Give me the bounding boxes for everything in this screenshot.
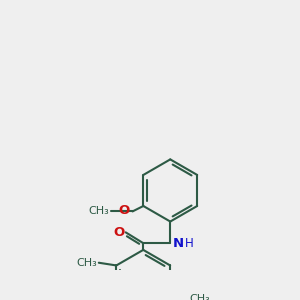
Text: N: N [173,237,184,250]
Text: H: H [185,237,194,250]
Text: CH₃: CH₃ [89,206,110,216]
Text: CH₃: CH₃ [77,258,98,268]
Text: CH₃: CH₃ [189,294,210,300]
Text: O: O [118,204,130,217]
Text: O: O [113,226,124,239]
